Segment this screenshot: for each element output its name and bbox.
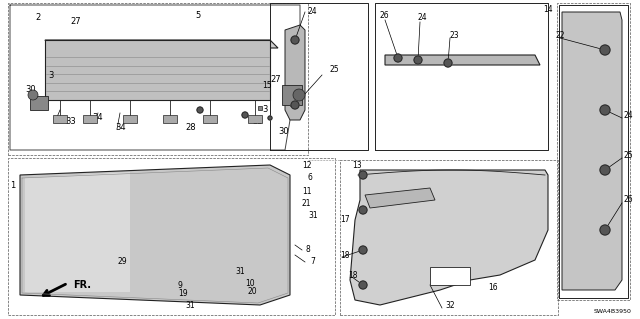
Text: 24: 24: [308, 8, 317, 17]
Text: 8: 8: [305, 246, 310, 255]
Circle shape: [600, 45, 610, 55]
Circle shape: [414, 56, 422, 64]
Text: 16: 16: [488, 284, 498, 293]
Text: 34: 34: [92, 114, 102, 122]
Text: 31: 31: [185, 300, 195, 309]
Polygon shape: [25, 172, 130, 292]
Polygon shape: [385, 55, 540, 65]
Polygon shape: [45, 40, 270, 100]
Bar: [282, 85, 302, 105]
Text: 31: 31: [235, 268, 244, 277]
Bar: [123, 115, 137, 123]
Text: 5: 5: [195, 11, 200, 19]
Text: 31: 31: [308, 211, 317, 219]
Bar: [163, 115, 177, 123]
Text: 30: 30: [25, 85, 36, 94]
Text: 18: 18: [340, 250, 349, 259]
Polygon shape: [365, 188, 435, 208]
Text: 27: 27: [70, 18, 81, 26]
Text: 15: 15: [262, 80, 271, 90]
Bar: [30, 96, 48, 110]
Circle shape: [359, 171, 367, 179]
Text: 22: 22: [555, 31, 564, 40]
Bar: [83, 115, 97, 123]
Circle shape: [268, 116, 272, 120]
Text: FR.: FR.: [73, 280, 91, 290]
Text: 27: 27: [270, 76, 280, 85]
Circle shape: [600, 225, 610, 235]
Bar: [53, 115, 67, 123]
Circle shape: [28, 90, 38, 100]
Bar: [203, 115, 217, 123]
Circle shape: [293, 89, 305, 101]
Polygon shape: [350, 170, 548, 305]
Text: 34: 34: [115, 122, 125, 131]
Text: 7: 7: [310, 257, 315, 266]
Text: 19: 19: [178, 288, 188, 298]
Text: 26: 26: [624, 196, 634, 204]
Text: 2: 2: [35, 13, 40, 23]
Text: 23: 23: [450, 31, 460, 40]
Text: 17: 17: [340, 216, 349, 225]
Bar: [430, 267, 470, 285]
Polygon shape: [20, 165, 290, 305]
Text: 25: 25: [330, 65, 340, 75]
Text: 9: 9: [178, 280, 183, 290]
Polygon shape: [285, 25, 305, 120]
Text: 4: 4: [290, 100, 295, 109]
Text: SWA4B3950: SWA4B3950: [594, 309, 632, 314]
Text: 3: 3: [262, 106, 268, 115]
Text: 32: 32: [445, 300, 454, 309]
Circle shape: [197, 107, 203, 113]
Circle shape: [359, 206, 367, 214]
Text: 29: 29: [118, 257, 127, 266]
Text: 6: 6: [308, 174, 313, 182]
Circle shape: [444, 59, 452, 67]
Text: 33: 33: [65, 117, 76, 127]
Circle shape: [291, 36, 299, 44]
Text: 12: 12: [302, 160, 312, 169]
Polygon shape: [45, 40, 278, 48]
Text: 1: 1: [10, 181, 15, 189]
Circle shape: [242, 112, 248, 118]
Circle shape: [600, 105, 610, 115]
Text: 14: 14: [543, 5, 552, 14]
Text: 30: 30: [278, 128, 289, 137]
Circle shape: [394, 54, 402, 62]
Circle shape: [600, 165, 610, 175]
Bar: [258, 106, 262, 110]
Text: 13: 13: [352, 160, 362, 169]
Text: 24: 24: [418, 13, 428, 23]
Text: 18: 18: [348, 271, 358, 279]
Text: 25: 25: [624, 151, 634, 160]
Text: 26: 26: [380, 11, 390, 19]
Circle shape: [291, 101, 299, 109]
Text: 10: 10: [245, 278, 255, 287]
Circle shape: [359, 281, 367, 289]
Text: 28: 28: [185, 123, 196, 132]
Polygon shape: [562, 12, 622, 290]
Circle shape: [359, 246, 367, 254]
Text: 24: 24: [624, 110, 634, 120]
Text: 11: 11: [302, 188, 312, 197]
Bar: [248, 115, 262, 123]
Text: 21: 21: [302, 198, 312, 207]
Text: 3: 3: [48, 70, 53, 79]
Text: 20: 20: [247, 287, 257, 296]
Text: 35: 35: [252, 117, 262, 127]
